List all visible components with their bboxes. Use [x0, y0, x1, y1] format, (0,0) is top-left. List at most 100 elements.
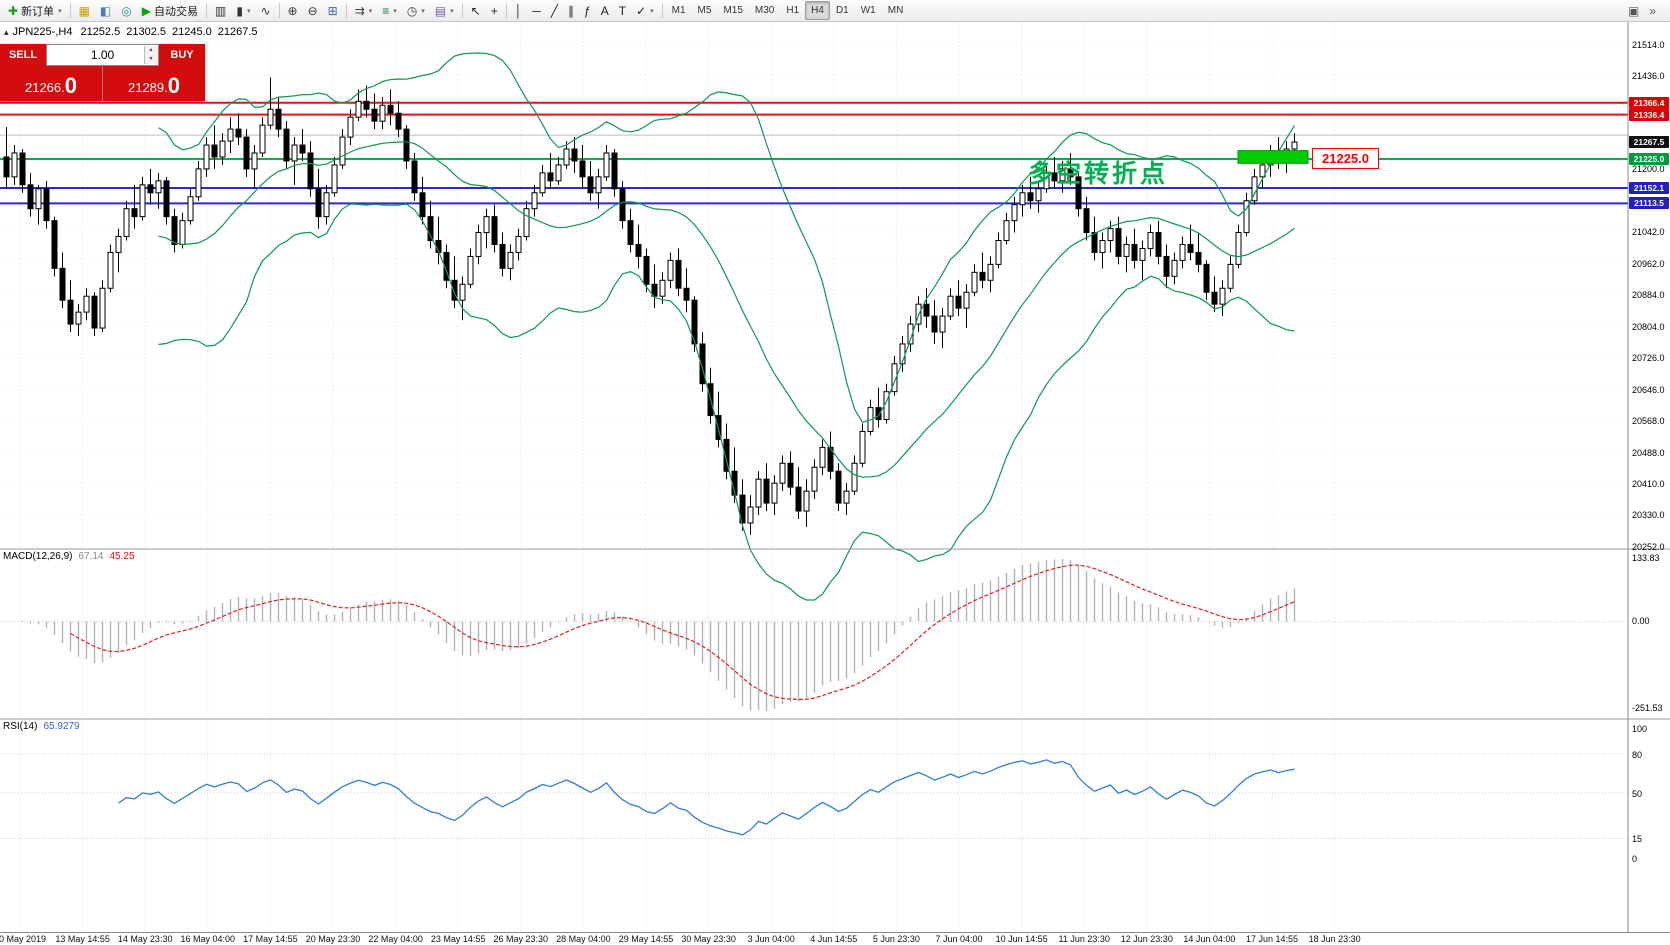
- timeframe-W1-button[interactable]: W1: [860, 5, 876, 16]
- candles-chart-button[interactable]: ▮ ▾: [231, 1, 255, 20]
- globe-icon: ◎: [121, 3, 132, 18]
- turning-point-annotation[interactable]: 多空转折点: [1028, 160, 1169, 188]
- fibonacci-button[interactable]: ƒ: [579, 1, 596, 20]
- price-axis-label: 20410.0: [1632, 478, 1665, 489]
- crosshair-icon: +: [490, 3, 498, 18]
- toolbar-separator: [345, 3, 347, 18]
- cursor-button[interactable]: ↖: [466, 1, 486, 20]
- arrows-button[interactable]: ✓ ▾: [631, 1, 659, 20]
- zoom-in-icon: ⊕: [287, 3, 298, 18]
- volume-input[interactable]: 1.00 ▴ ▾: [46, 44, 159, 66]
- autotrading-button[interactable]: ▶ 自动交易: [137, 1, 203, 20]
- text-label-icon: T: [618, 3, 627, 18]
- arrows-icon: ✓: [636, 3, 647, 18]
- timeframe-H4-button[interactable]: H4: [805, 1, 830, 20]
- price-axis-label: 20330.0: [1632, 510, 1665, 521]
- trendline-icon: ╱: [550, 3, 558, 18]
- buy-price-big-digit: 0: [167, 73, 180, 99]
- price-axis-label: 21042.0: [1632, 227, 1665, 238]
- time-axis-label: 14 May 23:30: [117, 934, 173, 944]
- rsi-scale-label: 0: [1632, 853, 1638, 864]
- price-callout[interactable]: 21225.0: [1312, 148, 1379, 169]
- vertical-line-icon: │: [514, 3, 523, 18]
- timeframe-M5-button[interactable]: M5: [697, 5, 712, 16]
- channel-icon: ∥: [568, 3, 574, 18]
- time-axis-label: 26 May 23:30: [493, 934, 549, 944]
- price-axis-label: 20568.0: [1632, 415, 1665, 426]
- price-axis-label: 20646.0: [1632, 384, 1665, 395]
- charts-button[interactable]: ▦: [74, 1, 95, 20]
- sell-price-button[interactable]: 21266. 0: [0, 66, 102, 101]
- chart-window-icon: ▦: [78, 3, 90, 18]
- bollinger-bands: [158, 52, 1296, 601]
- profiles-button[interactable]: ◧: [95, 1, 116, 20]
- buy-price-button[interactable]: 21289. 0: [102, 66, 205, 101]
- volume-spinner: ▴ ▾: [144, 46, 157, 64]
- rsi-line: [118, 759, 1295, 836]
- toolbar: ✚ 新订单 ▾ ▦ ◧ ◎ ▶ 自动交易 ▥ ▮ ▾ ∿ ⊕ ⊖ ⊞ ⇉ ▾ ≡ ▾ ◷ ▾ ▤ ▾ ↖ + │ ─ ╱ ∥ ƒ A T ✓ ▾ M…: [0, 0, 1670, 22]
- price-axis-label: 21200.0: [1632, 164, 1665, 175]
- price-axis-label: 20884.0: [1632, 290, 1665, 301]
- new-order-button[interactable]: ✚ 新订单 ▾: [3, 1, 67, 20]
- indicators-button[interactable]: ≡ ▾: [377, 1, 402, 20]
- toolbar-overflow-button[interactable]: »: [1644, 1, 1661, 20]
- tile-windows-button[interactable]: ⊞: [323, 1, 343, 20]
- profiles-icon: ◧: [99, 3, 112, 18]
- toolbar-separator: [661, 3, 663, 18]
- chevron-down-icon: ▾: [450, 7, 454, 15]
- volume-decrease-button[interactable]: ▾: [145, 55, 157, 64]
- sell-button[interactable]: SELL: [0, 44, 46, 66]
- time-axis-label: 29 May 14:55: [618, 934, 674, 944]
- zoom-in-button[interactable]: ⊕: [283, 1, 303, 20]
- price-axis-label: 20726.0: [1632, 352, 1665, 363]
- volume-increase-button[interactable]: ▴: [145, 46, 157, 55]
- pane-borders: [0, 22, 1670, 932]
- time-axis-label: 22 May 04:00: [368, 934, 423, 944]
- toolbar-separator: [205, 3, 207, 18]
- macd-scale-min: -251.53: [1632, 703, 1663, 713]
- macd-signal-line: [70, 564, 1295, 701]
- collapse-panel-icon[interactable]: ▴: [4, 27, 9, 37]
- timeframe-M1-button[interactable]: M1: [671, 5, 686, 16]
- buy-button[interactable]: BUY: [159, 44, 205, 66]
- high-value: 21302.5: [126, 26, 166, 38]
- rsi-indicator-label: RSI(14) 65.9279: [3, 721, 80, 732]
- macd-main-value: 67.14: [78, 551, 104, 562]
- auto-scroll-icon: ⇉: [354, 3, 365, 18]
- periods-button[interactable]: ◷ ▾: [402, 1, 430, 20]
- templates-button[interactable]: ▤ ▾: [430, 1, 459, 20]
- time-axis-label: 14 Jun 04:00: [1183, 934, 1236, 944]
- bars-chart-button[interactable]: ▥: [210, 1, 231, 20]
- timeframe-MN-button[interactable]: MN: [887, 5, 904, 16]
- crosshair-button[interactable]: +: [486, 1, 503, 20]
- toolbar-separator: [278, 3, 280, 18]
- toolbar-dock-button[interactable]: ▣: [1623, 1, 1644, 20]
- chevron-down-icon: ▾: [393, 7, 397, 15]
- zoom-out-icon: ⊖: [307, 3, 318, 18]
- autotrading-button-label: 自动交易: [153, 5, 198, 18]
- time-axis-label: 18 Jun 23:30: [1308, 934, 1361, 944]
- vertical-line-button[interactable]: │: [510, 1, 528, 20]
- channel-button[interactable]: ∥: [563, 1, 579, 20]
- timeframe-M15-button[interactable]: M15: [723, 5, 743, 16]
- rsi-scale-label: 15: [1632, 834, 1643, 844]
- price-scale: 133.83 0.00 -251.53 21514.0 21436.0 21200.…: [1628, 0, 1670, 945]
- time-axis-label: 4 Jun 14:55: [810, 934, 858, 944]
- timeframe-D1-button[interactable]: D1: [835, 5, 849, 16]
- text-button[interactable]: A: [596, 1, 614, 20]
- time-axis-label: 12 Jun 23:30: [1120, 934, 1173, 944]
- horizontal-line-button[interactable]: ─: [527, 1, 546, 20]
- auto-scroll-button[interactable]: ⇉ ▾: [350, 1, 378, 20]
- green-zone-rect[interactable]: [1237, 150, 1309, 164]
- play-icon: ▶: [141, 3, 151, 18]
- horizontal-line-icon: ─: [532, 3, 541, 18]
- timeframe-H1-button[interactable]: H1: [786, 5, 800, 16]
- dock-icon: ▣: [1627, 3, 1640, 18]
- trendline-button[interactable]: ╱: [546, 1, 563, 20]
- price-badge: 21113.5: [1629, 197, 1669, 210]
- timeframe-M30-button[interactable]: M30: [754, 5, 775, 16]
- text-label-button[interactable]: T: [614, 1, 631, 20]
- line-chart-button[interactable]: ∿: [255, 1, 275, 20]
- navigator-button[interactable]: ◎: [116, 1, 136, 20]
- zoom-out-button[interactable]: ⊖: [303, 1, 323, 20]
